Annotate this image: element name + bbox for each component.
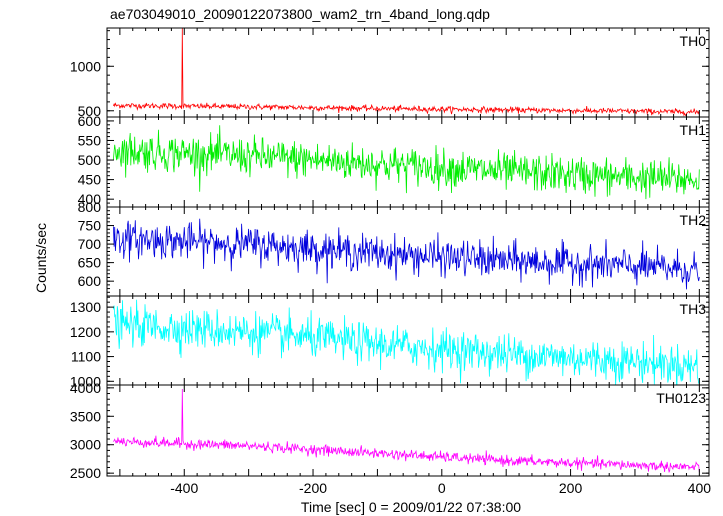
y-tick-label: 800 xyxy=(78,199,102,215)
x-tick-label: 400 xyxy=(688,480,712,496)
panel-th3: 1000 1100 1200 1300 TH3 xyxy=(70,295,710,389)
panel-th0: 500 1000 TH0 xyxy=(70,27,710,119)
y-tick-label: 500 xyxy=(78,152,102,168)
panel-frame xyxy=(106,384,710,477)
y-tick-label: 1300 xyxy=(70,299,101,315)
y-tick-label: 500 xyxy=(78,103,102,119)
panel-th2: 600 650 700 750 800 TH2 xyxy=(78,199,710,297)
x-tick-label: -200 xyxy=(299,480,327,496)
y-tick-label: 1000 xyxy=(70,373,101,389)
series-line-th3 xyxy=(113,299,700,385)
panel-th0123: 2500 3000 3500 4000 TH0123 xyxy=(70,380,710,481)
y-tick-label: 400 xyxy=(78,191,102,207)
y-tick-label: 700 xyxy=(78,236,102,252)
series-line-th2 xyxy=(113,218,700,290)
y-tick-label: 600 xyxy=(78,113,102,129)
panel-label-th0: TH0 xyxy=(680,33,707,49)
y-tick-label: 600 xyxy=(78,273,102,289)
y-tick-label: 650 xyxy=(78,255,102,271)
series-line-th0123 xyxy=(113,388,700,474)
x-axis-title: Time [sec] 0 = 2009/01/22 07:38:00 xyxy=(301,499,521,515)
y-axis-title: Counts/sec xyxy=(33,223,49,293)
series-line-th1 xyxy=(113,125,700,200)
x-tick-label: 0 xyxy=(438,480,446,496)
panel-th1: 400 450 500 550 600 TH1 xyxy=(78,113,710,208)
panels-group: 500 1000 TH0 400 450 500 550 600 TH1 600 650 700 750… xyxy=(70,27,712,496)
y-tick-label: 550 xyxy=(78,132,102,148)
y-tick-label: 3000 xyxy=(70,437,101,453)
y-tick-label: 450 xyxy=(78,172,102,188)
y-tick-label: 1000 xyxy=(70,58,101,74)
x-tick-label: -400 xyxy=(170,480,198,496)
y-tick-label: 1200 xyxy=(70,324,101,340)
panel-label-th2: TH2 xyxy=(680,212,707,228)
y-tick-label: 3500 xyxy=(70,408,101,424)
y-tick-label: 1100 xyxy=(71,349,101,365)
panel-frame xyxy=(106,27,710,118)
x-tick-label: 200 xyxy=(559,480,583,496)
y-tick-label: 750 xyxy=(78,218,102,234)
chart-title: ae703049010_20090122073800_wam2_trn_4ban… xyxy=(110,6,490,22)
panel-label-th1: TH1 xyxy=(680,122,707,138)
y-tick-label: 4000 xyxy=(70,380,101,396)
y-tick-label: 2500 xyxy=(70,465,101,481)
series-line-th0 xyxy=(113,28,700,117)
panel-label-th3: TH3 xyxy=(680,301,707,317)
panel-label-th0123: TH0123 xyxy=(656,390,706,406)
